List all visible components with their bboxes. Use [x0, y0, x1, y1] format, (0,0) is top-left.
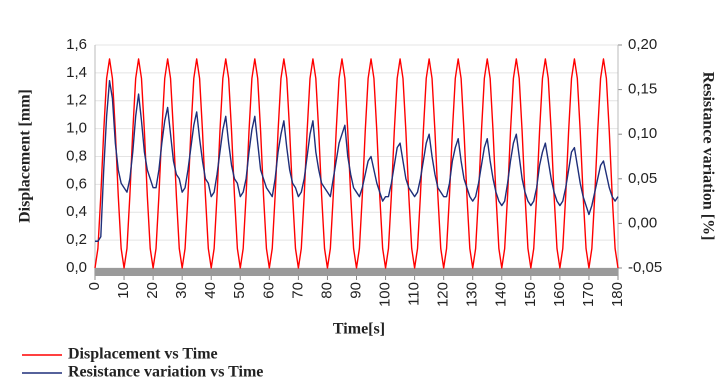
x-tick-label: 0: [86, 282, 103, 290]
x-tick-label: 80: [318, 282, 335, 299]
y-tick-label: 1,6: [66, 36, 87, 53]
y2-tick-label: -0,05: [628, 259, 662, 276]
series-line: [94, 58, 619, 269]
x-tick-label: 140: [493, 282, 510, 307]
y2-tick-label: 0,15: [628, 81, 657, 98]
x-axis-label: Time[s]: [333, 321, 385, 338]
x-tick-label: 130: [464, 282, 481, 307]
y-tick-label: 0,2: [66, 231, 87, 248]
x-tick-label: 20: [144, 282, 161, 299]
legend-label: Resistance variation vs Time: [68, 364, 263, 381]
y-tick-label: 1,0: [66, 120, 87, 137]
x-tick-label: 50: [231, 282, 248, 299]
y-tick-label: 0,4: [66, 203, 87, 220]
x-tick-label: 170: [580, 282, 597, 307]
y-tick-label: 0,0: [66, 259, 87, 276]
y-tick-label: 1,2: [66, 92, 87, 109]
y2-tick-label: 0,05: [628, 170, 657, 187]
y-axis-label: Displacement [mm]: [17, 89, 34, 223]
y2-axis-label: Resistance variation [%]: [699, 72, 716, 241]
legend-label: Displacement vs Time: [68, 346, 218, 363]
series-line: [95, 79, 619, 242]
y-tick-label: 1,4: [66, 64, 87, 81]
x-tick-label: 110: [406, 282, 423, 306]
x-tick-label: 10: [115, 282, 132, 299]
x-tick-label: 60: [260, 282, 277, 299]
x-tick-label: 40: [202, 282, 219, 299]
x-axis: [95, 268, 618, 276]
x-tick-label: 180: [609, 282, 626, 307]
x-tick-label: 100: [377, 282, 394, 307]
y2-tick-label: 0,10: [628, 125, 657, 142]
x-tick-label: 160: [551, 282, 568, 307]
x-tick-label: 150: [522, 282, 539, 307]
y2-tick-label: 0,20: [628, 36, 657, 53]
y-tick-label: 0,8: [66, 147, 87, 164]
y2-tick-label: 0,00: [628, 214, 657, 231]
x-tick-label: 90: [347, 282, 364, 299]
y-tick-label: 0,6: [66, 175, 87, 192]
x-tick-label: 120: [435, 282, 452, 307]
x-tick-label: 70: [289, 282, 306, 299]
x-tick-label: 30: [173, 282, 190, 299]
